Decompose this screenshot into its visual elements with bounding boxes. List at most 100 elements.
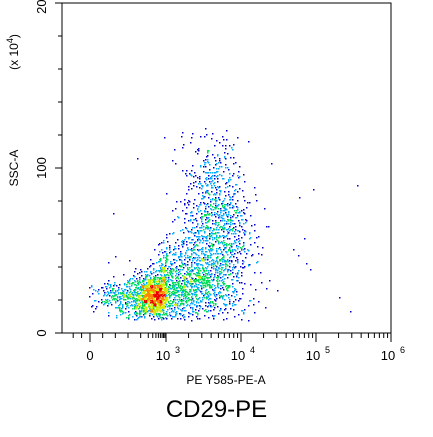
event-dot: [219, 297, 221, 299]
event-dot: [226, 245, 228, 247]
event-dot: [161, 285, 163, 287]
event-dot: [131, 283, 133, 285]
event-dot: [145, 294, 147, 296]
event-dot: [226, 130, 228, 132]
event-dot: [191, 278, 193, 280]
event-dot: [195, 274, 197, 276]
event-dot: [128, 318, 130, 320]
event-dot: [151, 303, 153, 305]
event-dot: [246, 207, 248, 209]
event-dot: [165, 257, 167, 259]
event-dot: [230, 250, 232, 252]
event-dot: [151, 296, 153, 298]
event-dot: [200, 270, 202, 272]
event-dot: [151, 291, 153, 293]
event-dot: [214, 157, 216, 159]
event-dot: [220, 277, 222, 279]
event-dot: [157, 308, 159, 310]
event-dot: [167, 290, 169, 292]
event-dot: [164, 284, 166, 286]
event-dot: [163, 297, 165, 299]
event-dot: [199, 178, 201, 180]
event-dot: [190, 289, 192, 291]
event-dot: [229, 199, 231, 201]
event-dot: [202, 299, 204, 301]
event-dot: [199, 257, 201, 259]
event-dot: [196, 226, 198, 228]
event-dot: [142, 299, 144, 301]
event-dot: [207, 280, 209, 282]
event-dot: [225, 251, 227, 253]
event-dot: [210, 249, 212, 251]
event-dot: [211, 254, 213, 256]
event-dot: [187, 248, 189, 250]
event-dot: [165, 263, 167, 265]
event-dot: [211, 209, 213, 211]
event-dot: [202, 282, 204, 284]
event-dot: [224, 204, 226, 206]
event-dot: [216, 206, 218, 208]
event-dot: [167, 309, 169, 311]
event-dot: [222, 312, 224, 314]
event-dot: [154, 310, 156, 312]
event-dot: [209, 235, 211, 237]
event-dot: [178, 217, 180, 219]
event-dot: [186, 175, 188, 177]
event-dot: [190, 174, 192, 176]
event-dot: [186, 228, 188, 230]
event-dot: [209, 277, 211, 279]
event-dot: [147, 298, 149, 300]
event-dot: [222, 261, 224, 263]
event-dot: [205, 247, 207, 249]
event-dot: [213, 183, 215, 185]
event-dot: [205, 219, 207, 221]
event-dot: [104, 292, 106, 294]
event-dot: [229, 248, 231, 250]
event-dot: [139, 295, 141, 297]
event-dot: [216, 277, 218, 279]
event-dot: [226, 288, 228, 290]
event-dot: [184, 282, 186, 284]
event-dot: [169, 303, 171, 305]
event-dot: [198, 284, 200, 286]
event-dot: [207, 213, 209, 215]
event-dot: [218, 253, 220, 255]
event-dot: [206, 236, 208, 238]
event-dot: [201, 258, 203, 260]
event-dot: [135, 302, 137, 304]
event-dot: [266, 226, 268, 228]
event-dot: [138, 288, 140, 290]
event-dot: [213, 309, 215, 311]
event-dot: [220, 190, 222, 192]
event-dot: [230, 256, 232, 258]
event-dot: [180, 201, 182, 203]
event-dot: [164, 299, 166, 301]
event-dot: [150, 282, 152, 284]
event-dot: [92, 293, 94, 295]
event-dot: [233, 227, 235, 229]
event-dot: [221, 296, 223, 298]
event-dot: [143, 297, 145, 299]
event-dot: [152, 314, 154, 316]
event-dot: [155, 296, 157, 298]
event-dot: [190, 307, 192, 309]
event-dot: [147, 268, 149, 270]
event-dot: [210, 227, 212, 229]
event-dot: [254, 242, 256, 244]
event-dot: [106, 288, 108, 290]
event-dot: [210, 306, 212, 308]
event-dot: [175, 278, 177, 280]
event-dot: [162, 299, 164, 301]
event-dot: [215, 300, 217, 302]
event-dot: [225, 187, 227, 189]
event-dot: [213, 228, 215, 230]
event-dot: [133, 290, 135, 292]
event-dot: [105, 299, 107, 301]
event-dot: [178, 284, 180, 286]
event-dot: [239, 282, 241, 284]
event-dot: [224, 236, 226, 238]
event-dot: [172, 293, 174, 295]
event-dot: [210, 255, 212, 257]
event-dot: [163, 295, 165, 297]
event-dot: [182, 303, 184, 305]
